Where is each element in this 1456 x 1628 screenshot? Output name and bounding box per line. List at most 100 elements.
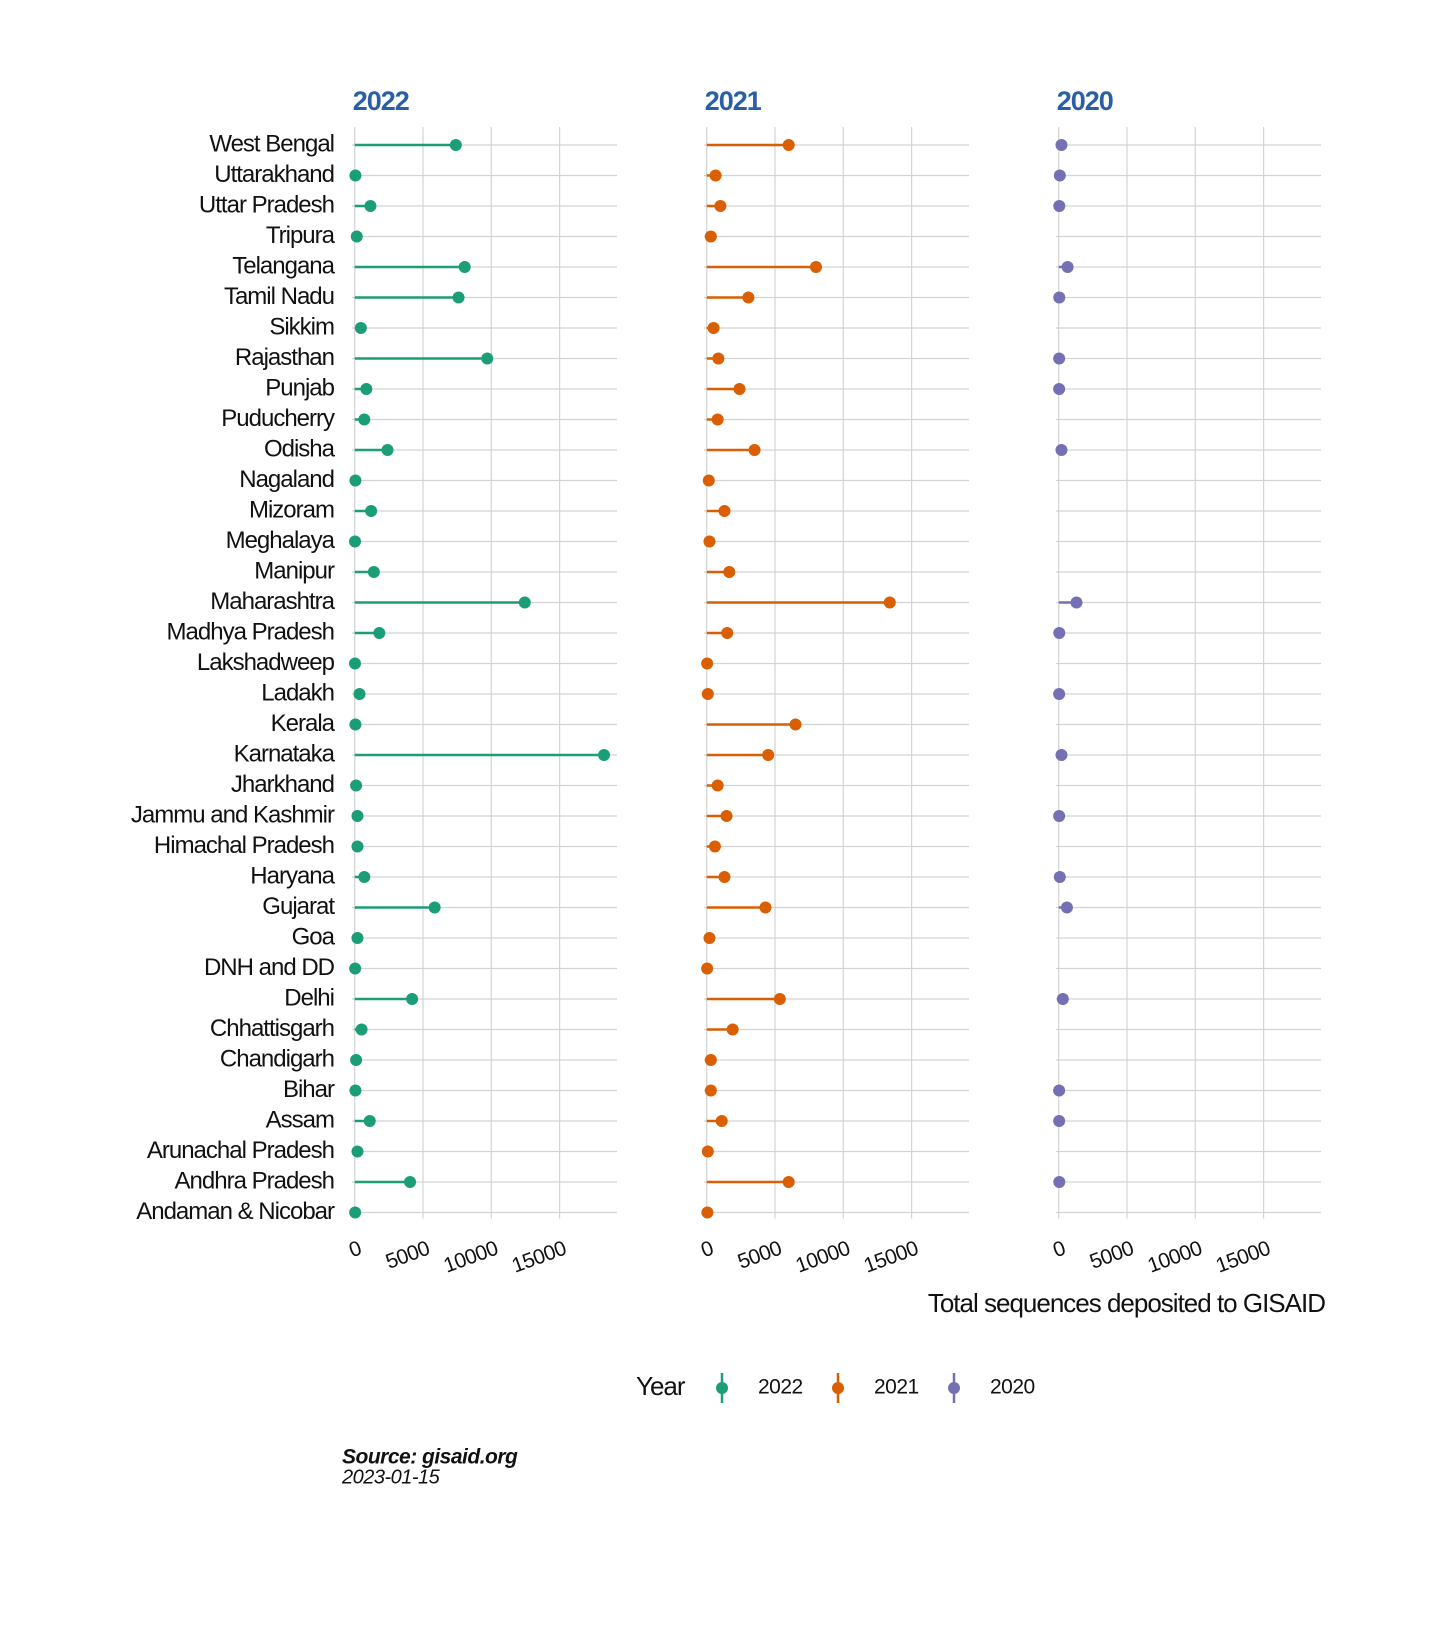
lollipop-dot xyxy=(721,627,734,639)
lollipop-dot xyxy=(704,1054,717,1066)
x-axis-label: Total sequences deposited to GISAID xyxy=(928,1288,1325,1318)
lollipop-dot xyxy=(704,230,717,243)
category-label: Tripura xyxy=(266,222,336,249)
category-label: Haryana xyxy=(250,862,335,889)
legend-label: 2020 xyxy=(990,1376,1035,1399)
lollipop-dot xyxy=(1053,1084,1066,1097)
lollipop-dot xyxy=(349,718,362,731)
category-label: Punjab xyxy=(265,374,334,401)
lollipop-dot xyxy=(701,962,714,975)
lollipop-dot xyxy=(350,230,363,243)
legend-key-dot xyxy=(832,1382,844,1394)
category-label: Andaman & Nicobar xyxy=(136,1198,335,1225)
lollipop-dot xyxy=(367,566,380,578)
facet-title: 2022 xyxy=(353,86,409,116)
category-label: Bihar xyxy=(283,1076,335,1103)
x-tick-label: 5000 xyxy=(735,1237,785,1274)
lollipop-dot xyxy=(1070,596,1083,609)
category-label: Jammu and Kashmir xyxy=(131,801,335,828)
lollipop-dot xyxy=(718,505,731,517)
lollipop-dot xyxy=(733,383,746,395)
category-label: West Bengal xyxy=(209,130,334,157)
lollipop-dot xyxy=(518,596,531,609)
lollipop-dot xyxy=(789,718,802,731)
lollipop-dot xyxy=(373,627,386,639)
x-tick-label: 5000 xyxy=(1087,1237,1137,1274)
category-label: Telangana xyxy=(232,252,335,279)
lollipop-dot xyxy=(701,688,714,700)
category-label: Maharashtra xyxy=(210,588,335,615)
lollipop-dot xyxy=(1055,139,1068,151)
x-tick-label: 15000 xyxy=(509,1237,569,1278)
lollipop-dot xyxy=(1053,383,1066,395)
lollipop-dot xyxy=(358,871,371,883)
lollipop-dot xyxy=(404,1176,417,1188)
lollipop-dot xyxy=(1053,291,1066,304)
lollipop-dot xyxy=(762,749,775,761)
category-label: Rajasthan xyxy=(235,344,334,371)
lollipop-dot xyxy=(1053,1176,1066,1188)
lollipop-dot xyxy=(1055,444,1068,456)
lollipop-dot xyxy=(1053,200,1066,212)
facet-title: 2021 xyxy=(705,86,762,116)
lollipop-dot xyxy=(723,566,736,578)
lollipop-dot xyxy=(1053,627,1066,639)
category-label: Assam xyxy=(266,1106,334,1133)
category-label: Madhya Pradesh xyxy=(167,618,334,645)
lollipop-dot xyxy=(782,139,795,151)
lollipop-dot xyxy=(353,688,366,700)
lollipop-dot xyxy=(712,352,725,365)
x-tick-label: 0 xyxy=(698,1237,716,1262)
x-tick-label: 0 xyxy=(1050,1237,1068,1262)
legend-key-dot xyxy=(948,1382,960,1394)
lollipop-dot xyxy=(773,993,786,1005)
category-label: Arunachal Pradesh xyxy=(147,1137,334,1164)
category-label: Sikkim xyxy=(269,313,334,340)
lollipop-dot xyxy=(349,169,362,182)
lollipop-dot xyxy=(1053,688,1066,700)
lollipop-dot xyxy=(715,1115,728,1127)
legend-title: Year xyxy=(636,1371,686,1401)
x-tick-label: 5000 xyxy=(383,1237,433,1274)
lollipop-dot xyxy=(702,474,715,487)
lollipop-dot xyxy=(351,840,364,853)
lollipop-dot xyxy=(349,657,362,670)
category-label: Manipur xyxy=(254,557,335,584)
lollipop-dot xyxy=(748,444,761,456)
lollipop-dot xyxy=(703,535,716,548)
category-label: Puducherry xyxy=(221,405,335,432)
lollipop-dot xyxy=(883,596,896,609)
lollipop-dot xyxy=(354,322,367,334)
lollipop-dot xyxy=(707,322,720,334)
lollipop-dot xyxy=(452,291,465,304)
lollipop-dot xyxy=(701,1206,714,1219)
lollipop-dot xyxy=(349,535,362,548)
lollipop-dot xyxy=(720,810,733,822)
lollipop-dot xyxy=(349,1206,362,1219)
category-label: Chhattisgarh xyxy=(210,1015,334,1042)
lollipop-dot xyxy=(351,1145,364,1158)
lollipop-dot xyxy=(1053,871,1066,883)
facet-title: 2020 xyxy=(1057,86,1113,116)
lollipop-dot xyxy=(704,1084,717,1097)
category-label: Andhra Pradesh xyxy=(175,1167,334,1194)
category-label: Chandigarh xyxy=(220,1045,334,1072)
lollipop-dot xyxy=(708,840,721,853)
category-label: Lakshadweep xyxy=(197,649,335,676)
x-tick-label: 10000 xyxy=(441,1237,501,1278)
lollipop-dot xyxy=(1060,901,1073,914)
date: 2023-01-15 xyxy=(341,1466,441,1488)
lollipop-dot xyxy=(350,779,363,792)
category-label: Uttar Pradesh xyxy=(199,191,334,218)
lollipop-dot xyxy=(810,261,823,273)
category-label: Delhi xyxy=(284,984,334,1011)
legend-key-dot xyxy=(716,1382,728,1394)
lollipop-dot xyxy=(351,810,364,822)
lollipop-dot xyxy=(363,1115,376,1127)
lollipop-dot xyxy=(782,1176,795,1188)
lollipop-dot xyxy=(711,413,724,426)
category-label: Goa xyxy=(292,923,336,950)
lollipop-dot xyxy=(701,1145,714,1158)
legend-label: 2022 xyxy=(758,1376,803,1399)
